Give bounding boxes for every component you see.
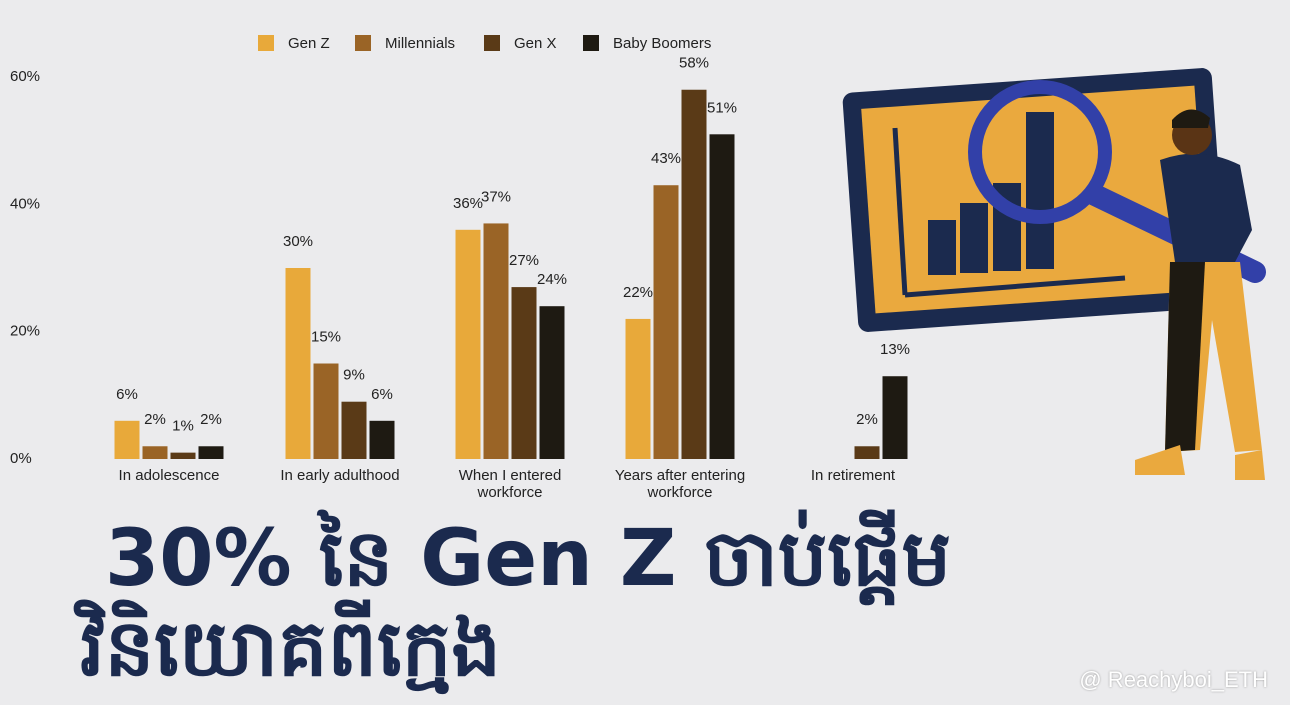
legend-label: Baby Boomers — [613, 35, 711, 52]
bar — [198, 446, 224, 459]
value-label: 2% — [856, 411, 878, 428]
bar — [625, 318, 651, 459]
y-tick-label: 0% — [10, 450, 32, 467]
x-tick-label: In adolescence — [118, 467, 220, 484]
bar — [653, 185, 679, 459]
value-label: 51% — [707, 99, 737, 116]
x-tick-label: In retirement — [810, 467, 896, 484]
x-tick-label: Years after entering workforce — [614, 467, 746, 501]
value-label: 43% — [651, 150, 681, 167]
value-label: 13% — [880, 341, 910, 358]
bar — [114, 420, 140, 459]
bar — [170, 452, 196, 459]
value-label: 1% — [172, 418, 194, 435]
y-tick-label: 40% — [10, 195, 40, 212]
bar — [142, 446, 168, 459]
value-label: 27% — [509, 252, 539, 269]
bar — [313, 363, 339, 459]
bar — [455, 229, 481, 459]
value-label: 36% — [453, 195, 483, 212]
value-label: 58% — [679, 55, 709, 72]
legend-label: Gen X — [514, 35, 557, 52]
x-tick-label: When I entered workforce — [458, 467, 562, 501]
legend-swatch — [355, 35, 371, 51]
value-label: 22% — [623, 284, 653, 301]
value-label: 2% — [144, 411, 166, 428]
legend-label: Gen Z — [288, 35, 330, 52]
bar — [709, 134, 735, 460]
value-label: 6% — [371, 386, 393, 403]
headline: វិនិយោគពីក្មេង — [80, 604, 501, 694]
y-tick-label: 20% — [10, 323, 40, 340]
value-label: 2% — [200, 411, 222, 428]
legend-swatch — [583, 35, 599, 51]
value-label: 6% — [116, 386, 138, 403]
x-tick-label: In early adulthood — [280, 467, 400, 484]
bar — [369, 420, 395, 459]
value-label: 24% — [537, 271, 567, 288]
value-label: 30% — [283, 233, 313, 250]
illustration — [842, 68, 1266, 480]
headline: 30% នៃ Gen Z ចាប់ផ្តើម — [105, 514, 952, 604]
bar — [854, 446, 880, 459]
bar — [285, 268, 311, 459]
legend-swatch — [484, 35, 500, 51]
value-label: 15% — [311, 328, 341, 345]
value-label: 37% — [481, 188, 511, 205]
bar — [341, 401, 367, 459]
y-tick-label: 60% — [10, 68, 40, 85]
value-label: 9% — [343, 367, 365, 384]
bar — [539, 306, 565, 459]
watermark: @ Reachyboi_ETH — [1079, 667, 1268, 692]
bar — [882, 376, 908, 459]
legend-swatch — [258, 35, 274, 51]
bar — [681, 89, 707, 459]
bar — [511, 287, 537, 459]
bar — [483, 223, 509, 459]
legend-label: Millennials — [385, 35, 455, 52]
